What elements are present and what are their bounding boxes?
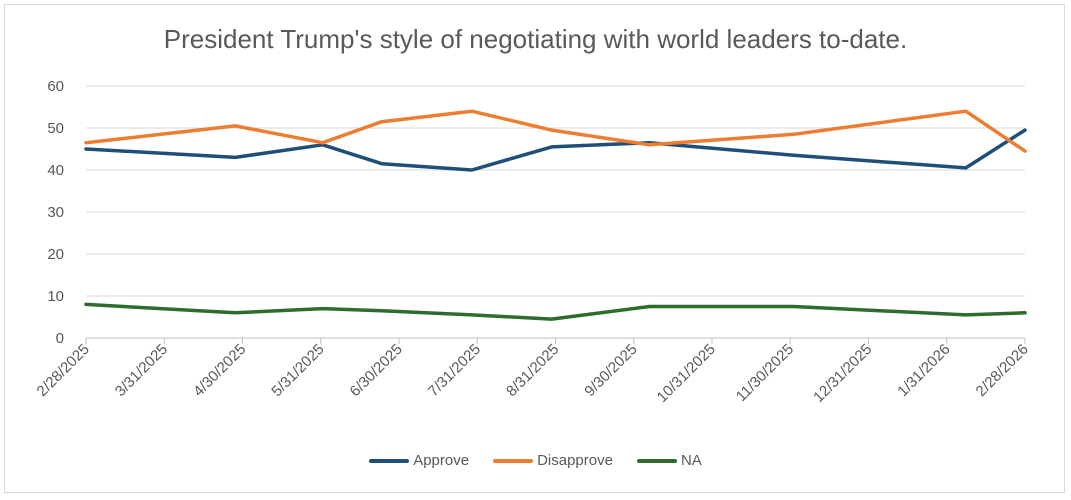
series-line-disapprove (84, 109, 1027, 153)
y-tick-label: 40 (47, 162, 64, 179)
legend-label-approve: Approve (413, 452, 470, 469)
y-tick-label: 30 (47, 204, 64, 221)
x-tick-label: 1/31/2026 (894, 341, 953, 400)
series-line-na (84, 302, 1027, 321)
x-tick-label: 7/31/2025 (425, 341, 484, 400)
x-tick-label: 2/28/2026 (973, 341, 1032, 400)
y-tick-label: 0 (56, 330, 64, 347)
y-tick-label: 50 (47, 120, 64, 137)
x-tick-label: 9/30/2025 (581, 341, 640, 400)
x-tick-label: 10/31/2025 (654, 341, 719, 406)
x-tick-label: 5/31/2025 (268, 341, 327, 400)
legend-item-approve: Approve (369, 452, 469, 469)
x-tick-label: 6/30/2025 (347, 341, 406, 400)
legend-swatch-na (636, 458, 677, 463)
legend-label-na: NA (680, 452, 702, 469)
legend: Approve Disapprove NA (0, 452, 1071, 469)
x-tick-label: 2/28/2025 (34, 341, 93, 400)
y-tick-label: 10 (47, 288, 64, 305)
chart-title: President Trump's style of negotiating w… (163, 24, 908, 54)
legend-label-disapprove: Disapprove (537, 452, 613, 469)
legend-swatch-disapprove (493, 458, 534, 463)
x-tick-label: 3/31/2025 (112, 341, 171, 400)
legend-item-na: NA (636, 452, 702, 469)
x-tick-label: 11/30/2025 (733, 341, 797, 405)
x-tick-label: 8/31/2025 (503, 341, 562, 400)
legend-item-disapprove: Disapprove (493, 452, 613, 469)
y-tick-label: 60 (47, 78, 64, 95)
legend-swatch-approve (369, 458, 410, 463)
y-tick-label: 20 (47, 246, 64, 263)
x-tick-label: 12/31/2025 (810, 341, 875, 406)
x-tick-label: 4/30/2025 (190, 341, 249, 400)
series-line-approve (84, 128, 1027, 172)
